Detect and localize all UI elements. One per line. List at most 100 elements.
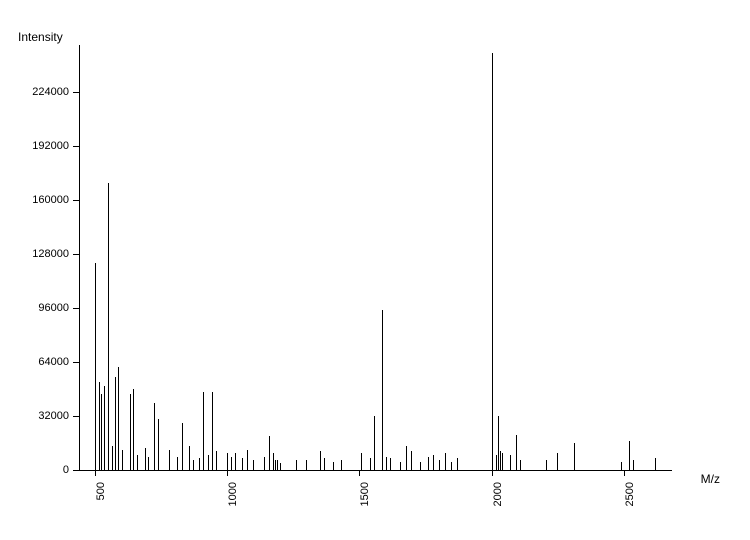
- y-tick: [73, 416, 79, 417]
- spectrum-peak: [216, 451, 217, 470]
- x-tick: [359, 470, 360, 476]
- spectrum-peak: [457, 458, 458, 470]
- spectrum-peak: [101, 394, 102, 470]
- spectrum-peak: [182, 423, 183, 470]
- spectrum-peak: [574, 443, 575, 470]
- spectrum-peak: [420, 462, 421, 470]
- x-tick: [95, 470, 96, 476]
- spectrum-peak: [633, 460, 634, 470]
- spectrum-peak: [273, 453, 274, 470]
- spectrum-peak: [212, 392, 213, 470]
- y-tick-label: 128000: [0, 248, 69, 260]
- spectrum-peak: [253, 460, 254, 470]
- spectrum-peak: [306, 460, 307, 470]
- x-axis-line: [79, 470, 672, 471]
- y-tick-label: 224000: [0, 86, 69, 98]
- spectrum-peak: [439, 460, 440, 470]
- spectrum-peak: [277, 460, 278, 470]
- spectrum-peak: [500, 451, 501, 470]
- spectrum-peak: [341, 460, 342, 470]
- spectrum-peak: [496, 455, 497, 470]
- x-tick: [492, 470, 493, 476]
- spectrum-peak: [275, 460, 276, 470]
- spectrum-peak: [154, 403, 155, 470]
- x-axis-title: M/z: [701, 472, 720, 486]
- spectrum-peak: [386, 457, 387, 470]
- spectrum-peak: [390, 458, 391, 470]
- spectrum-peak: [112, 446, 113, 470]
- y-tick: [73, 362, 79, 363]
- spectrum-peak: [242, 458, 243, 470]
- spectrum-peak: [382, 310, 383, 470]
- y-tick: [73, 308, 79, 309]
- spectrum-peak: [118, 367, 119, 470]
- spectrum-peak: [95, 263, 96, 470]
- spectrum-peak: [199, 458, 200, 470]
- spectrum-peak: [203, 392, 204, 470]
- plot-area: [79, 45, 672, 470]
- x-tick-label: 2000: [492, 482, 504, 522]
- spectrum-peak: [227, 453, 228, 470]
- spectrum-peak: [546, 460, 547, 470]
- spectrum-peak: [374, 416, 375, 470]
- spectrum-peak: [264, 457, 265, 470]
- y-tick: [73, 254, 79, 255]
- y-tick: [73, 200, 79, 201]
- spectrum-peak: [130, 394, 131, 470]
- spectrum-peak: [137, 455, 138, 470]
- spectrum-peak: [433, 455, 434, 470]
- y-tick-label: 64000: [0, 356, 69, 368]
- spectrum-peak: [428, 457, 429, 470]
- spectrum-peak: [231, 457, 232, 470]
- spectrum-peak: [498, 416, 499, 470]
- spectrum-peak: [445, 453, 446, 470]
- spectrum-peak: [208, 455, 209, 470]
- spectrum-peak: [406, 446, 407, 470]
- spectrum-peak: [655, 458, 656, 470]
- y-tick-label: 32000: [0, 410, 69, 422]
- y-axis-title: Intensity: [18, 30, 63, 44]
- y-tick: [73, 92, 79, 93]
- spectrum-peak: [520, 460, 521, 470]
- spectrum-peak: [148, 457, 149, 470]
- spectrum-peak: [189, 446, 190, 470]
- spectrum-peak: [158, 419, 159, 470]
- x-tick: [624, 470, 625, 476]
- spectrum-peak: [502, 453, 503, 470]
- y-tick-label: 192000: [0, 140, 69, 152]
- y-tick: [73, 470, 79, 471]
- spectrum-peak: [492, 53, 493, 470]
- spectrum-peak: [169, 450, 170, 470]
- spectrum-peak: [122, 450, 123, 470]
- x-tick-label: 2500: [624, 482, 636, 522]
- spectrum-peak: [99, 382, 100, 470]
- spectrum-peak: [333, 462, 334, 470]
- spectrum-peak: [621, 462, 622, 470]
- spectrum-peak: [108, 183, 109, 470]
- spectrum-peak: [451, 462, 452, 470]
- spectrum-peak: [510, 455, 511, 470]
- spectrum-peak: [280, 463, 281, 470]
- spectrum-peak: [411, 451, 412, 470]
- x-tick-label: 500: [95, 482, 107, 522]
- y-tick-label: 160000: [0, 194, 69, 206]
- spectrum-peak: [400, 462, 401, 470]
- x-tick: [227, 470, 228, 476]
- spectrum-peak: [296, 460, 297, 470]
- x-tick-label: 1000: [227, 482, 239, 522]
- x-tick-label: 1500: [359, 482, 371, 522]
- spectrum-peak: [104, 386, 105, 470]
- y-tick-label: 96000: [0, 302, 69, 314]
- spectrum-peak: [324, 458, 325, 470]
- spectrum-peak: [370, 458, 371, 470]
- spectrum-peak: [145, 448, 146, 470]
- spectrum-peak: [193, 460, 194, 470]
- spectrum-peak: [247, 450, 248, 470]
- spectrum-peak: [115, 377, 116, 470]
- y-tick: [73, 146, 79, 147]
- spectrum-peak: [629, 441, 630, 470]
- spectrum-peak: [133, 389, 134, 470]
- spectrum-peak: [516, 435, 517, 470]
- spectrum-peak: [557, 453, 558, 470]
- y-tick-label: 0: [0, 464, 69, 476]
